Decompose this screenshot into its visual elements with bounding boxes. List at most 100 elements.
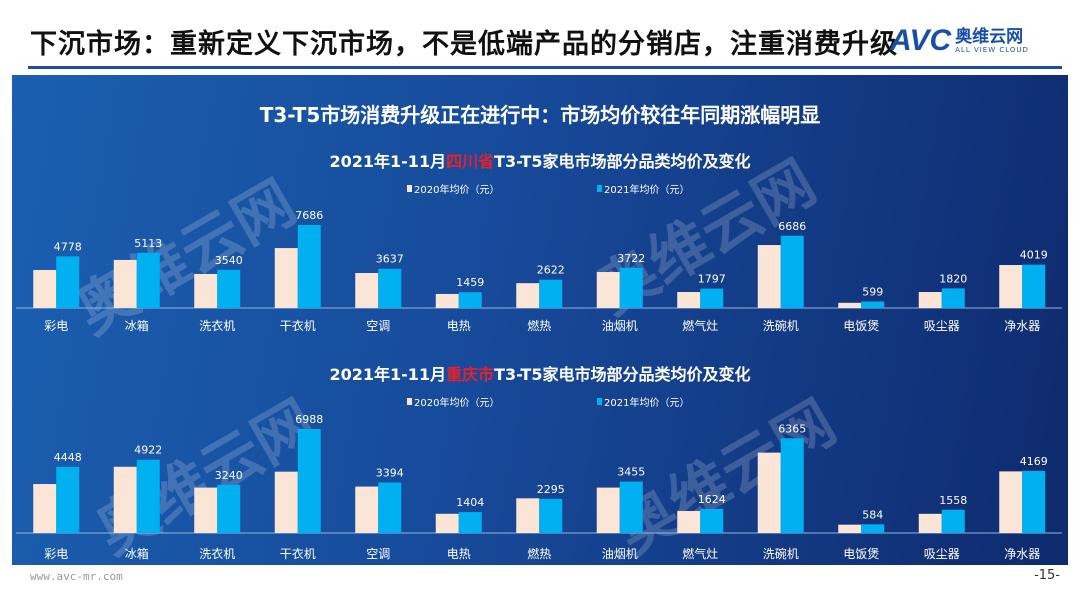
data-label: 599 — [862, 286, 883, 299]
bar-2021 — [861, 524, 885, 533]
bar-2021 — [619, 267, 643, 308]
bar-2020 — [355, 273, 379, 308]
chart-title-prefix: 2021年1-11月 — [330, 152, 447, 171]
category-label: 燃热 — [527, 318, 551, 333]
bar-2021 — [861, 301, 885, 308]
data-label: 4169 — [1020, 455, 1048, 468]
bar-2020 — [33, 269, 57, 308]
bar-2021 — [56, 466, 80, 533]
page-title: 下沉市场：重新定义下沉市场，不是低端产品的分销店，注重消费升级 — [30, 29, 898, 60]
bar-2020 — [194, 487, 218, 533]
chart-title-suffix: T3-T5家电市场部分品类均价及变化 — [494, 365, 750, 384]
chart-title-prefix: 2021年1-11月 — [330, 365, 447, 384]
category-label: 燃热 — [527, 546, 551, 561]
bar-2021 — [941, 288, 965, 308]
legend-label: 2020年均价（元） — [414, 183, 499, 196]
legend-swatch — [407, 398, 412, 405]
bar-2020 — [274, 248, 298, 308]
bar-2020 — [596, 272, 620, 308]
category-label: 彩电 — [44, 319, 68, 333]
category-label: 洗衣机 — [199, 318, 235, 333]
chart-panel: 奥维云网 奥维云网 奥维云网 奥维云网 T3-T5市场消费升级正在进行中：市场均… — [12, 75, 1068, 568]
bar-2021 — [136, 459, 160, 533]
data-label: 1797 — [698, 273, 726, 286]
data-label: 1404 — [456, 496, 484, 509]
bar-2021 — [297, 225, 321, 308]
chart-title: 2021年1-11月四川省T3-T5家电市场部分品类均价及变化 — [330, 152, 751, 171]
bar-2020 — [596, 487, 620, 533]
footer-url: www.avc-mr.com — [30, 570, 123, 583]
legend-label: 2021年均价（元） — [604, 183, 689, 196]
bar-2021 — [217, 269, 241, 308]
chart-title-region: 重庆市 — [446, 365, 494, 384]
data-label: 1459 — [456, 276, 484, 289]
bar-2020 — [757, 245, 781, 308]
data-label: 4019 — [1020, 249, 1048, 262]
category-label: 洗碗机 — [763, 318, 799, 333]
category-label: 洗衣机 — [199, 546, 235, 561]
logo-avc: AVC — [890, 24, 952, 57]
category-label: 吸尘器 — [924, 547, 960, 561]
category-label: 空调 — [366, 319, 390, 333]
legend-swatch — [597, 185, 602, 192]
avc-logo: AVC 奥维云网 ALL VIEW CLOUD — [890, 24, 1029, 58]
data-label: 584 — [862, 508, 883, 521]
data-label: 3637 — [376, 253, 404, 266]
bar-2020 — [757, 452, 781, 533]
logo-en: ALL VIEW CLOUD — [955, 46, 1029, 54]
category-label: 净水器 — [1004, 547, 1040, 561]
bar-2021 — [539, 279, 563, 308]
bar-2021 — [458, 512, 482, 533]
bar-2020 — [355, 486, 379, 533]
data-label: 7686 — [295, 209, 323, 222]
bar-2020 — [999, 265, 1023, 308]
category-label: 洗碗机 — [763, 546, 799, 561]
watermark: 奥维云网 — [65, 167, 308, 348]
bar-2021 — [378, 268, 402, 308]
category-label: 空调 — [366, 547, 390, 561]
bar-2021 — [539, 498, 563, 533]
category-label: 油烟机 — [602, 319, 638, 333]
data-label: 3240 — [215, 469, 243, 482]
bar-2021 — [136, 252, 160, 308]
bar-2021 — [780, 438, 804, 533]
bar-2020 — [516, 283, 540, 308]
data-label: 3722 — [617, 252, 645, 265]
legend-swatch — [597, 398, 602, 405]
bar-2021 — [56, 256, 80, 308]
bar-2021 — [700, 508, 724, 533]
data-label: 4778 — [54, 240, 82, 253]
data-label: 4448 — [54, 451, 82, 464]
bar-2020 — [677, 510, 701, 533]
data-label: 5113 — [134, 237, 162, 250]
page-number: -15- — [1034, 568, 1060, 583]
logo-cn: 奥维云网 — [955, 27, 1024, 47]
category-label: 冰箱 — [125, 546, 149, 561]
bar-2020 — [838, 524, 862, 533]
bar-2021 — [217, 484, 241, 533]
legend-label: 2020年均价（元） — [414, 396, 499, 409]
data-label: 1558 — [939, 494, 967, 507]
chart-title-suffix: T3-T5家电市场部分品类均价及变化 — [494, 152, 750, 171]
data-label: 2622 — [537, 264, 565, 277]
legend-label: 2021年均价（元） — [604, 396, 689, 409]
bar-2021 — [1022, 264, 1046, 308]
bar-2020 — [435, 293, 459, 308]
category-label: 燃气灶 — [682, 546, 718, 561]
bar-2020 — [516, 498, 540, 533]
bar-2020 — [918, 513, 942, 533]
data-label: 1820 — [939, 272, 967, 285]
bar-2021 — [458, 292, 482, 308]
category-label: 干衣机 — [280, 318, 316, 333]
category-label: 电热 — [447, 319, 471, 333]
chart-title: 2021年1-11月重庆市T3-T5家电市场部分品类均价及变化 — [330, 365, 751, 384]
charts-svg: 奥维云网 奥维云网 奥维云网 奥维云网 T3-T5市场消费升级正在进行中：市场均… — [16, 103, 1062, 568]
data-label: 6988 — [295, 413, 323, 426]
category-label: 油烟机 — [602, 547, 638, 561]
bar-2021 — [378, 482, 402, 533]
bar-2020 — [113, 259, 137, 308]
category-label: 电饭煲 — [843, 318, 879, 333]
data-label: 3455 — [617, 466, 645, 479]
category-label: 电热 — [447, 547, 471, 561]
header-divider — [28, 66, 1062, 69]
